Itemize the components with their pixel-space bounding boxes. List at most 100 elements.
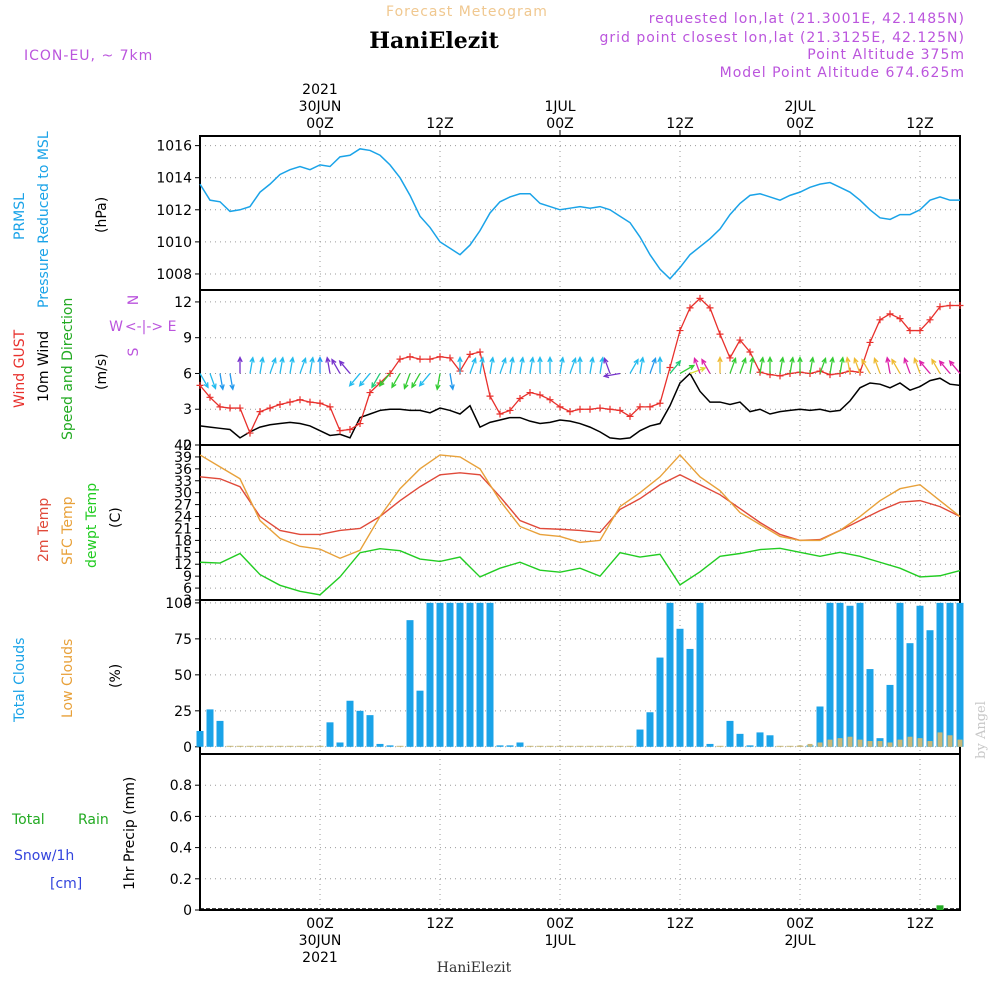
total-cloud-bar (286, 745, 294, 747)
wind-direction-arrow (853, 357, 861, 374)
total-cloud-bar (256, 745, 264, 747)
total-cloud-bar (886, 684, 894, 747)
gust-marker (296, 396, 304, 404)
wind-label: 10m Wind (36, 331, 52, 402)
wind-direction-arrow (739, 357, 747, 374)
total-rain-label-2: Rain (78, 812, 109, 828)
low-cloud-bar (887, 742, 893, 747)
top-time-label: 1JUL (544, 99, 575, 115)
wind-direction-arrow (649, 357, 657, 374)
total-cloud-bar (486, 602, 494, 747)
gust-marker (226, 404, 234, 412)
low-cloud-bar (917, 738, 923, 747)
total-cloud-bar (606, 745, 614, 747)
wind-direction-arrow (599, 356, 605, 374)
panel-frame (199, 135, 961, 291)
bottom-time-label: 00Z (546, 916, 573, 932)
wind-direction-arrow (569, 357, 577, 374)
total-cloud-bar (936, 602, 944, 747)
total-cloud-bar (626, 745, 634, 747)
wind-direction-arrow (559, 356, 565, 374)
total-cloud-bar (816, 706, 824, 747)
panel-frame (199, 444, 961, 601)
wind-direction-arrow (411, 373, 421, 389)
wind-direction-arrow (797, 355, 803, 374)
rain-bar (936, 905, 944, 910)
wind-direction-arrow (603, 357, 611, 374)
total-cloud-bar (436, 602, 444, 747)
wind-direction-arrow (289, 356, 295, 374)
credit-watermark: by Angel (974, 701, 989, 759)
grid-point-coords: grid point closest lon,lat (21.3125E, 42… (599, 30, 965, 46)
bottom-time-label: 12Z (906, 916, 933, 932)
total-cloud-bar (756, 732, 764, 747)
total-cloud-bar (696, 602, 704, 747)
total-cloud-bar (666, 602, 674, 747)
gust-marker (396, 355, 404, 363)
total-cloud-bar (866, 669, 874, 747)
point-altitude: Point Altitude 375m (807, 47, 965, 63)
wind-direction-arrow (479, 356, 485, 374)
low-cloud-bar (827, 739, 833, 747)
panel-frame (199, 753, 961, 911)
top-time-label: 30JUN (299, 99, 342, 115)
total-cloud-bar (456, 602, 464, 747)
gust-marker (316, 399, 324, 407)
low-cloud-bar (897, 739, 903, 747)
gust-marker (866, 338, 874, 346)
total-cloud-bar (216, 720, 224, 747)
wind-direction-arrow (779, 356, 785, 374)
total-cloud-bar (706, 743, 714, 747)
top-time-label: 00Z (306, 116, 333, 132)
y-tick-label: 3 (183, 593, 192, 609)
gust-marker (516, 395, 524, 402)
wind-direction-arrow (839, 356, 845, 374)
model-altitude: Model Point Altitude 674.625m (720, 65, 965, 81)
wind-direction-arrow (279, 356, 285, 374)
panel-wind: 0 3 6 9 12 (174, 289, 961, 454)
gust-marker (436, 353, 444, 361)
wind-direction-arrow (529, 356, 535, 374)
wind-direction-arrow (819, 357, 827, 374)
y-tick-label: 27 (174, 498, 192, 514)
wind-direction-arrow (237, 355, 243, 374)
total-cloud-bar (336, 742, 344, 747)
gust-marker (946, 302, 954, 309)
compass-arrows: <-|-> (125, 319, 163, 335)
y-tick-label: 12 (174, 295, 192, 311)
total-cloud-bar (786, 745, 794, 747)
gust-marker (216, 403, 224, 411)
wind-direction-arrow (629, 358, 639, 374)
wind-direction-arrow (259, 356, 265, 374)
wind-direction-arrow (435, 373, 441, 391)
y-tick-label: 6 (183, 581, 192, 597)
total-clouds-label: Total Clouds (12, 638, 28, 723)
wind-direction-arrow (537, 355, 543, 374)
bottom-time-label: 00Z (786, 916, 813, 932)
y-tick-label: 1010 (156, 235, 192, 251)
gust-marker (256, 408, 264, 416)
gust-marker (286, 398, 294, 406)
dewpt-temp-line (199, 547, 961, 596)
total-cloud-bar (196, 730, 204, 747)
wind-direction-arrow (885, 356, 891, 374)
y-tick-label: 1012 (156, 203, 192, 219)
wind-direction-arrow (371, 373, 381, 389)
wind-direction-arrow (269, 357, 277, 374)
gust-marker (366, 389, 374, 397)
wind-direction-arrow (918, 360, 931, 374)
y-tick-label: 36 (174, 462, 192, 478)
gust-marker (956, 302, 964, 309)
wind-direction-arrow (577, 355, 583, 374)
total-cloud-bar (206, 709, 214, 747)
total-cloud-bar (846, 605, 854, 747)
gust-marker (486, 392, 494, 400)
wind-direction-arrow (689, 366, 707, 375)
requested-coords: requested lon,lat (21.3001E, 42.1485N) (649, 11, 965, 27)
wind-direction-arrow (209, 373, 217, 390)
gust-marker (306, 398, 314, 406)
wind-direction-arrow (219, 373, 225, 391)
panel-precipitation: 0 0.2 0.4 0.6 0.8 (170, 753, 961, 919)
gust-marker (236, 404, 244, 412)
wind-direction-arrow (891, 358, 901, 374)
